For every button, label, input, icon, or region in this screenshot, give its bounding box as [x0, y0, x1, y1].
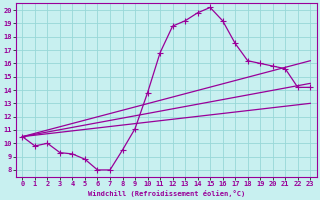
X-axis label: Windchill (Refroidissement éolien,°C): Windchill (Refroidissement éolien,°C)	[88, 190, 245, 197]
